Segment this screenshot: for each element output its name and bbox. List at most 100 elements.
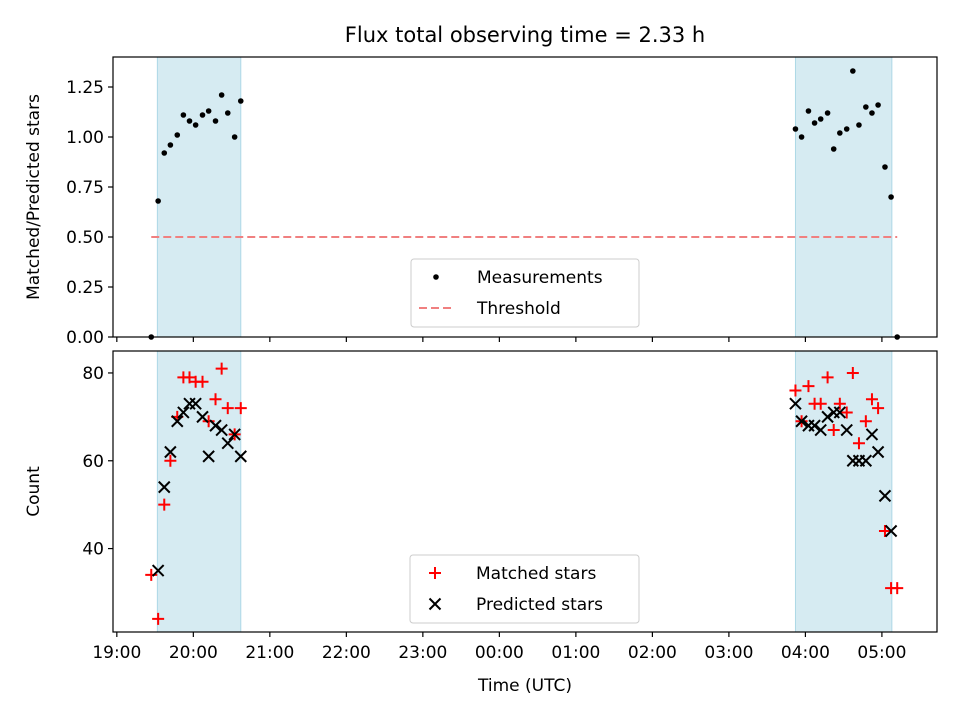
matched-star-marker: [221, 402, 234, 415]
x-tick-label: 01:00: [551, 643, 600, 663]
y-tick-label: 0.50: [66, 228, 104, 248]
predicted-star-marker: [196, 410, 209, 424]
matched-star-marker: [878, 525, 891, 538]
x-tick-label: 20:00: [169, 643, 218, 663]
y-tick-label: 0.75: [66, 178, 104, 198]
x-tick-label: 21:00: [245, 643, 294, 663]
matched-star-marker: [209, 393, 222, 406]
legend-frame: [410, 258, 640, 328]
measurement-point: [850, 68, 856, 74]
y-tick-label: 40: [82, 540, 104, 560]
predicted-star-marker: [234, 450, 247, 463]
matched-star-marker: [789, 384, 802, 397]
measurement-point: [888, 194, 894, 200]
predicted-star-marker: [865, 428, 879, 441]
matched-star-marker: [859, 415, 872, 428]
measurement-point: [161, 150, 168, 156]
x-tick-label: 00:00: [475, 643, 524, 663]
y-tick-label: 60: [82, 452, 104, 472]
measurement-point: [817, 116, 824, 122]
y-tick-label: 80: [82, 364, 104, 384]
matched-star-marker: [158, 498, 171, 511]
x-tick-label: 03:00: [704, 643, 753, 663]
count-panel: 40 60 80 19:00 20:00 21:00 22:00 23:00 00:00 01:0…: [24, 350, 938, 663]
matched-star-marker: [840, 406, 853, 419]
measurement-point: [167, 142, 174, 148]
matched-star-marker: [196, 375, 209, 388]
x-tick-label: 04:00: [781, 643, 830, 663]
legend-predicted-swatch: [428, 597, 442, 611]
measurement-point: [205, 108, 212, 114]
matched-star-marker: [846, 366, 859, 379]
matched-star-marker: [183, 371, 196, 384]
measurement-point: [186, 118, 193, 124]
predicted-star-marker: [859, 454, 873, 467]
measurement-point: [875, 102, 881, 108]
legend: Measurements Threshold: [410, 258, 640, 328]
axes-frame: [112, 56, 938, 338]
legend-label: Threshold: [476, 299, 561, 319]
ratio-panel: 0.00 0.25 0.50 0.75 1.00 1.25 Matched/Predicte…: [24, 56, 938, 348]
predicted-star-marker: [833, 406, 847, 419]
axes-frame: [112, 350, 938, 633]
legend: Matched stars Predicted stars: [409, 554, 640, 624]
matched-star-marker: [865, 393, 878, 406]
measurement-point: [837, 130, 843, 136]
predicted-star-marker: [795, 415, 808, 428]
legend-label: Predicted stars: [476, 595, 603, 615]
observing-window-band: [794, 350, 893, 633]
y-tick-label: 1.25: [66, 78, 104, 98]
x-tick-label: 05:00: [857, 643, 906, 663]
matched-star-marker: [852, 437, 865, 450]
measurement-point: [830, 146, 837, 152]
matched-star-marker: [202, 415, 215, 428]
chart-title: Flux total observing time = 2.33 h: [345, 23, 705, 47]
predicted-star-marker: [177, 406, 190, 419]
predicted-star-marker: [228, 428, 241, 441]
predicted-star-marker: [221, 436, 234, 450]
x-tick-label: 19:00: [92, 643, 141, 663]
matched-star-marker: [821, 371, 834, 384]
measurement-point: [869, 110, 875, 116]
measurement-point: [155, 198, 161, 204]
observing-window-band: [794, 56, 893, 338]
legend-matched-swatch: [429, 567, 441, 579]
legend-frame: [409, 554, 640, 624]
predicted-star-marker: [789, 397, 802, 410]
measurement-point: [231, 134, 238, 140]
predicted-star-marker: [884, 524, 898, 538]
predicted-star-marker: [814, 423, 827, 437]
y-tick-label: 0.25: [66, 278, 104, 298]
matched-star-marker: [891, 582, 904, 595]
predicted-star-marker: [840, 423, 853, 437]
matched-star-marker: [802, 380, 815, 393]
measurement-point: [792, 126, 799, 132]
matched-star-marker: [872, 402, 885, 415]
legend-measurement-swatch: [433, 274, 439, 280]
measurement-point: [805, 108, 812, 114]
matched-star-marker: [164, 454, 177, 467]
predicted-star-marker: [151, 564, 165, 577]
predicted-star-marker: [878, 489, 892, 503]
y-axis-label: Count: [24, 466, 44, 517]
measurement-point: [811, 120, 818, 126]
matched-star-marker: [234, 402, 247, 415]
measurement-point: [843, 126, 850, 132]
measurement-point: [192, 122, 199, 128]
x-axis-label: Time (UTC): [477, 676, 572, 696]
measurement-point: [882, 164, 888, 170]
measurement-point: [824, 110, 831, 116]
legend-label: Matched stars: [476, 564, 596, 584]
predicted-star-marker: [158, 480, 171, 494]
legend-label: Measurements: [477, 268, 603, 288]
measurement-point: [212, 118, 219, 124]
measurement-point: [180, 112, 187, 118]
predicted-star-marker: [808, 419, 821, 432]
matched-star-marker: [145, 568, 158, 581]
measurement-point: [218, 92, 225, 98]
measurement-point: [199, 112, 206, 118]
predicted-star-marker: [871, 445, 885, 459]
measurement-point: [863, 104, 869, 110]
predicted-star-marker: [171, 415, 184, 428]
